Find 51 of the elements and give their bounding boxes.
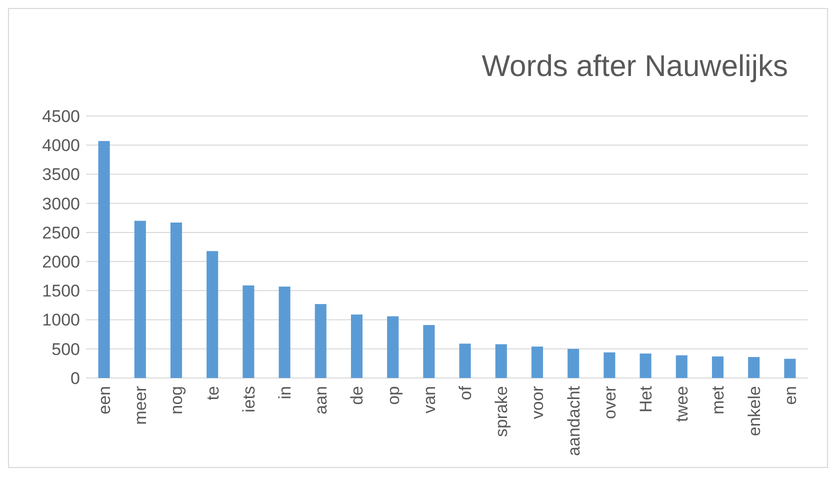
x-tick-label: sprake xyxy=(492,386,512,438)
bar xyxy=(568,348,580,378)
y-tick-label: 1000 xyxy=(42,310,80,330)
bar xyxy=(495,344,507,378)
bar xyxy=(531,346,544,378)
x-tick-label: met xyxy=(708,386,728,414)
x-tick-label: een xyxy=(95,386,114,414)
bar xyxy=(278,286,290,378)
y-tick-label: 1500 xyxy=(42,282,80,301)
x-tick-label: van xyxy=(420,386,439,414)
bar xyxy=(242,285,254,378)
x-tick-label: de xyxy=(348,386,367,405)
y-tick-label: 4500 xyxy=(42,106,80,126)
x-tick-label: in xyxy=(276,386,294,400)
bar xyxy=(134,220,146,378)
bar xyxy=(170,222,182,378)
x-tick-label: meer xyxy=(131,386,150,425)
x-tick-label: over xyxy=(600,386,620,420)
y-tick-label: 2500 xyxy=(42,223,80,242)
bar xyxy=(640,354,652,378)
bar xyxy=(98,141,110,378)
y-tick-label: 3500 xyxy=(42,165,80,184)
bar xyxy=(712,356,724,378)
x-tick-label: en xyxy=(780,386,800,405)
x-tick-label: iets xyxy=(239,386,258,412)
x-tick-label: op xyxy=(384,386,403,405)
bar xyxy=(206,251,218,378)
x-tick-label: enkele xyxy=(744,386,764,436)
bar xyxy=(604,352,616,378)
bar xyxy=(459,344,471,378)
x-tick-label: nog xyxy=(167,386,186,414)
chart-title: Words after Nauwelijks xyxy=(482,50,788,83)
bar xyxy=(350,314,363,378)
y-tick-label: 2000 xyxy=(42,252,80,272)
bar xyxy=(387,316,399,378)
y-tick-label: 3000 xyxy=(42,194,80,214)
x-tick-label: voor xyxy=(528,386,548,420)
x-tick-label: of xyxy=(456,386,475,400)
y-tick-label: 4000 xyxy=(42,136,80,156)
bar xyxy=(423,325,435,378)
x-tick-label: aandacht xyxy=(564,386,584,456)
x-tick-label: aan xyxy=(312,386,331,414)
bar xyxy=(314,304,326,378)
x-tick-label: te xyxy=(203,386,222,400)
y-tick-label: 0 xyxy=(70,368,80,388)
bar xyxy=(676,355,688,378)
y-tick-label: 500 xyxy=(52,340,80,359)
x-tick-label: Het xyxy=(636,386,656,412)
bar xyxy=(784,358,796,378)
x-tick-label: twee xyxy=(672,386,692,422)
bar xyxy=(748,357,760,378)
